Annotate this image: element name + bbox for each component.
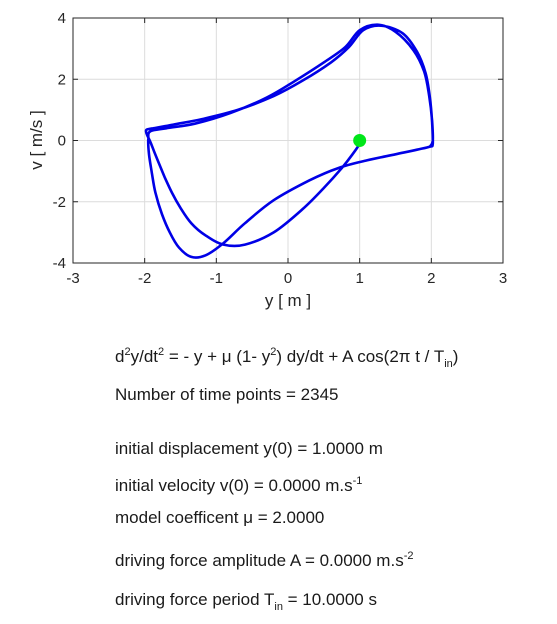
- y-tick-label: 2: [58, 71, 66, 88]
- phase-plot: -3 -2 -1 0 1 2 3 -4 -2 0 2 4 y [ m ] v [ m/s ]: [27, 10, 508, 310]
- y-axis-label: v [ m/s ]: [27, 110, 46, 170]
- x-tick-label: 1: [355, 270, 363, 287]
- x-tick-label: -2: [138, 270, 151, 287]
- time-points-line: Number of time points = 2345: [115, 385, 339, 404]
- driving-force-amplitude-line: driving force amplitude A = 0.0000 m.s-2: [115, 550, 414, 571]
- y-tick-label: 4: [58, 10, 66, 27]
- y-tick-label: -4: [53, 255, 66, 272]
- driving-force-period-line: driving force period Tin = 10.0000 s: [115, 590, 377, 613]
- equation-line: d2y/dt2 = - y + μ (1- y2) dy/dt + A cos(…: [115, 346, 459, 370]
- initial-state-marker: [353, 134, 367, 147]
- model-coefficient-line: model coefficent μ = 2.0000: [115, 508, 325, 527]
- x-axis-label: y [ m ]: [265, 291, 311, 310]
- trajectory-line: [144, 23, 435, 259]
- x-tick-label: 2: [427, 270, 435, 287]
- initial-velocity-line: initial velocity v(0) = 0.0000 m.s-1: [115, 475, 363, 496]
- trajectory-layer: [144, 23, 435, 259]
- x-tick-label: -3: [66, 270, 79, 287]
- axis-ticks: -3 -2 -1 0 1 2 3 -4 -2 0 2 4: [53, 10, 508, 287]
- initial-displacement-line: initial displacement y(0) = 1.0000 m: [115, 439, 383, 458]
- x-tick-label: 3: [499, 270, 507, 287]
- y-tick-label: -2: [53, 194, 66, 211]
- x-tick-label: -1: [210, 270, 223, 287]
- x-tick-label: 0: [284, 270, 292, 287]
- y-tick-label: 0: [58, 133, 66, 150]
